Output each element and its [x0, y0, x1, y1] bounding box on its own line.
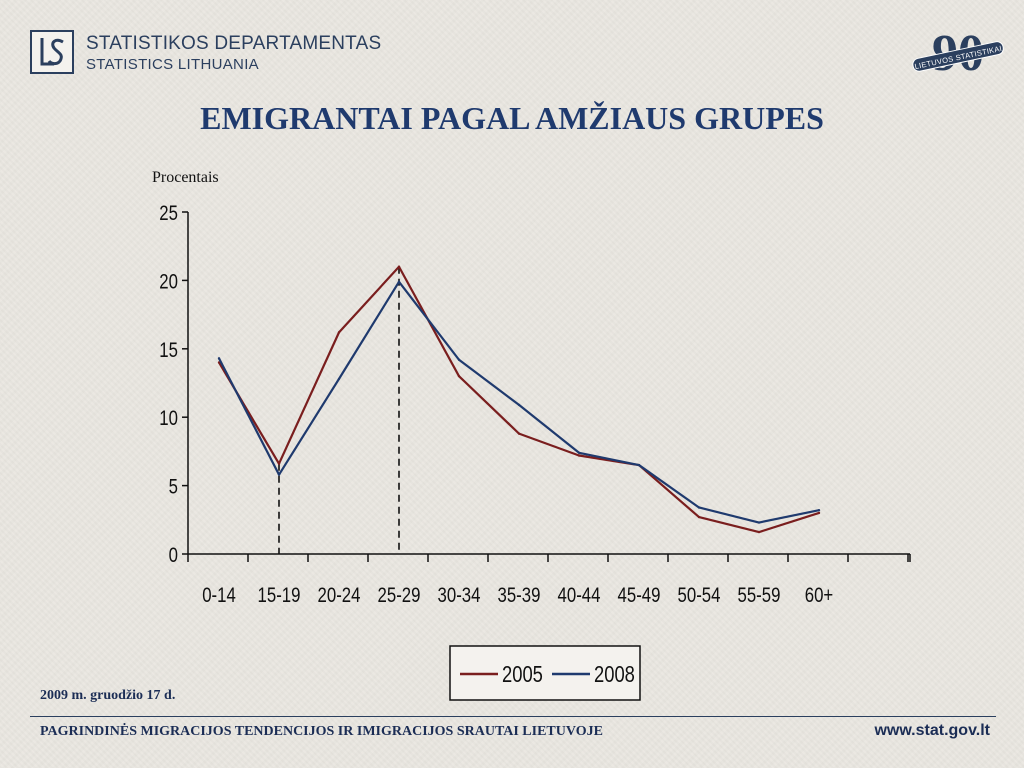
data-point-2005: [397, 265, 401, 268]
series-line-2008: [218, 280, 820, 524]
data-point-2005: [577, 454, 581, 457]
data-point-2005: [757, 530, 761, 534]
data-point-2008: [277, 473, 281, 476]
x-tick-label: 30-34: [438, 584, 481, 607]
data-point-2008: [517, 403, 521, 407]
series-line-2005: [218, 265, 820, 534]
data-point-2005: [337, 331, 341, 334]
y-tick-label: 5: [169, 476, 178, 499]
statistics-lithuania-logo: [30, 30, 74, 74]
x-tick-label: 35-39: [498, 584, 541, 607]
x-tick-label: 40-44: [558, 584, 601, 607]
y-tick-label: 25: [159, 202, 178, 225]
website-link[interactable]: www.stat.gov.lt: [874, 722, 990, 739]
x-tick-label: 20-24: [318, 584, 361, 607]
y-axis-label: Procentais: [152, 169, 219, 186]
data-point-2008: [577, 451, 581, 454]
y-tick-label: 20: [159, 271, 178, 294]
x-tick-label: 0-14: [202, 584, 236, 607]
data-point-2005: [817, 511, 821, 515]
legend-label-2008: 2008: [594, 662, 635, 687]
data-point-2008: [397, 280, 401, 283]
org-name: STATISTIKOS DEPARTAMENTAS: [86, 33, 382, 54]
x-tick-label: 45-49: [618, 584, 661, 607]
data-point-2008: [337, 377, 341, 381]
y-tick-label: 15: [159, 339, 178, 362]
data-point-2008: [457, 358, 461, 361]
data-point-2008: [217, 357, 221, 360]
data-point-2005: [277, 462, 281, 465]
date-note: 2009 m. gruodžio 17 d.: [40, 688, 176, 703]
data-point-2005: [697, 515, 701, 519]
x-tick-label: 55-59: [738, 584, 781, 607]
data-point-2008: [757, 521, 761, 524]
x-tick-label: 60+: [805, 584, 833, 607]
y-tick-label: 10: [159, 408, 178, 431]
x-tick-label: 15-19: [258, 584, 301, 607]
data-point-2005: [517, 432, 521, 435]
org-subname: STATISTICS LITHUANIA: [86, 56, 259, 73]
data-point-2008: [637, 463, 641, 467]
data-point-2008: [817, 509, 821, 512]
legend-label-2005: 2005: [502, 662, 543, 687]
footer-divider: [30, 716, 996, 717]
data-point-2008: [697, 506, 701, 509]
anniversary-90-logo: 90 LIETUVOS STATISTIKAI: [906, 25, 1010, 82]
y-tick-label: 0: [169, 544, 178, 567]
footer-subtitle: PAGRINDINĖS MIGRACIJOS TENDENCIJOS IR IM…: [40, 724, 603, 739]
chart-title: EMIGRANTAI PAGAL AMŽIAUS GRUPES: [200, 100, 824, 136]
x-tick-label: 50-54: [678, 584, 721, 607]
data-point-2005: [457, 374, 461, 378]
x-tick-label: 25-29: [378, 584, 421, 607]
